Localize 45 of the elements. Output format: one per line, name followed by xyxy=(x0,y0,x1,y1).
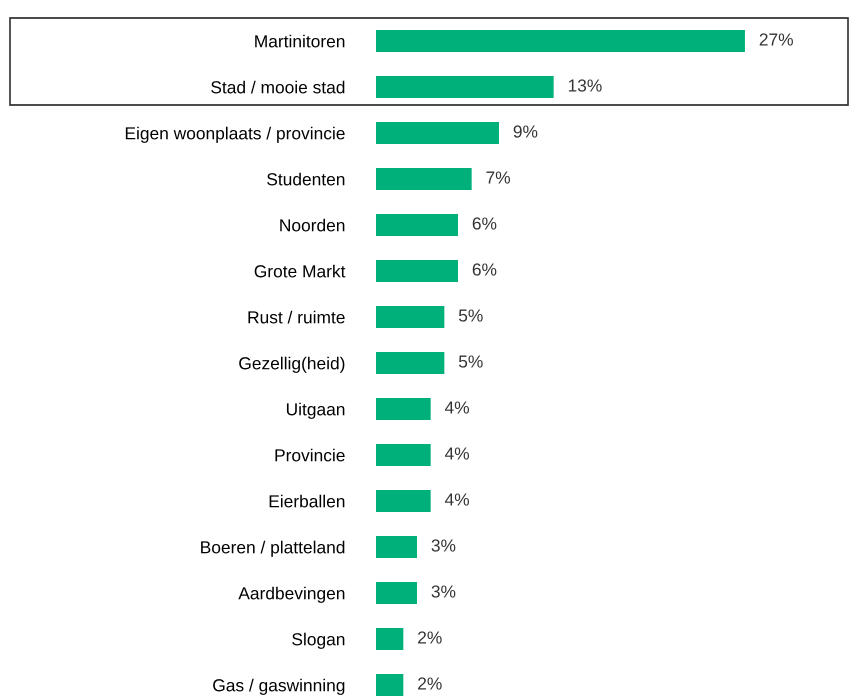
bar xyxy=(376,536,417,558)
y-tick-label: Eierballen xyxy=(270,494,344,508)
data-label: 2% xyxy=(418,677,442,690)
bar xyxy=(376,582,417,604)
bar xyxy=(376,628,404,650)
y-tick-label: Slogan xyxy=(292,632,344,649)
data-label: 6% xyxy=(472,217,496,230)
y-tick-label: Martinitoren xyxy=(255,34,344,48)
data-label: 4% xyxy=(444,447,470,460)
bar xyxy=(376,122,499,144)
bar xyxy=(376,306,444,328)
bar xyxy=(376,30,745,52)
bar xyxy=(376,76,554,98)
bar xyxy=(376,168,472,190)
data-label: 5% xyxy=(458,309,483,322)
bar xyxy=(376,674,404,696)
y-tick-label: Boeren / platteland xyxy=(201,540,344,557)
y-tick-label: Rust / ruimte xyxy=(248,310,345,324)
data-label: 27% xyxy=(760,33,793,46)
data-label: 4% xyxy=(444,401,470,414)
bar xyxy=(376,398,431,420)
y-tick-label: Eigen woonplaats / provincie xyxy=(126,126,345,143)
bar xyxy=(376,490,431,512)
data-label: 3% xyxy=(432,585,456,598)
bar xyxy=(376,352,444,374)
y-tick-label: Grote Markt xyxy=(254,264,346,278)
y-tick-label: Gas / gaswinning xyxy=(213,678,344,695)
y-tick-label: Studenten xyxy=(267,172,344,186)
data-label: 3% xyxy=(432,539,456,552)
bar xyxy=(376,260,458,282)
y-tick-label: Uitgaan xyxy=(286,402,344,419)
data-label: 6% xyxy=(472,263,496,276)
data-label: 5% xyxy=(458,355,483,368)
data-label: 4% xyxy=(444,493,470,506)
bar xyxy=(376,444,431,466)
bar xyxy=(376,214,458,236)
y-tick-label: Provincie xyxy=(275,448,345,462)
data-label: 2% xyxy=(418,631,442,644)
y-tick-label: Noorden xyxy=(280,218,344,232)
data-label: 9% xyxy=(514,125,538,138)
data-label: 13% xyxy=(568,79,602,92)
y-tick-label: Stad / mooie stad xyxy=(211,80,344,94)
y-tick-label: Gezellig(heid) xyxy=(239,356,344,373)
y-tick-label: Aardbevingen xyxy=(238,586,344,603)
data-label: 7% xyxy=(486,171,510,184)
